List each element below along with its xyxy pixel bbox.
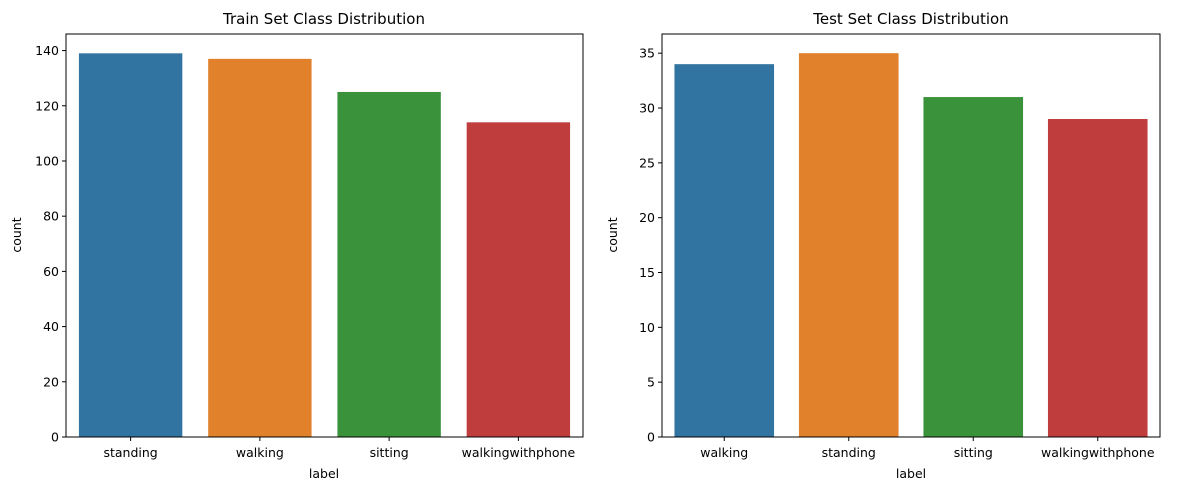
y-tick-label: 120 bbox=[35, 98, 59, 113]
bar-walking bbox=[208, 58, 312, 437]
y-tick-label: 20 bbox=[639, 210, 655, 225]
bar-walking bbox=[674, 64, 775, 437]
x-ticks: standing walking sitting walkingwithphone bbox=[103, 437, 575, 460]
y-tick-label: 80 bbox=[43, 209, 59, 224]
y-tick-label: 100 bbox=[35, 153, 59, 168]
y-tick-label: 35 bbox=[639, 46, 655, 61]
chart-title: Test Set Class Distribution bbox=[812, 10, 1008, 28]
x-ticks: walking standing sitting walkingwithphone bbox=[700, 437, 1155, 460]
y-tick-label: 0 bbox=[51, 430, 59, 445]
x-axis-label: label bbox=[896, 466, 926, 481]
y-tick-label: 30 bbox=[639, 101, 655, 116]
x-tick-label: sitting bbox=[370, 445, 409, 460]
x-tick-label: standing bbox=[822, 445, 876, 460]
chart-title: Train Set Class Distribution bbox=[222, 10, 425, 28]
y-tick-label: 60 bbox=[43, 264, 59, 279]
y-tick-label: 15 bbox=[639, 265, 655, 280]
plot-frame bbox=[661, 33, 1161, 438]
x-tick-label: walking bbox=[700, 445, 748, 460]
test-chart: Test Set Class Distribution 0 5 10 15 20 25 30… bbox=[605, 10, 1161, 481]
y-tick-label: 40 bbox=[43, 319, 59, 334]
y-tick-label: 140 bbox=[35, 43, 59, 58]
plot-frame bbox=[65, 33, 584, 438]
x-tick-label: walkingwithphone bbox=[462, 445, 576, 460]
y-ticks: 0 20 40 60 80 100 120 140 bbox=[35, 43, 66, 445]
x-tick-label: standing bbox=[103, 445, 157, 460]
y-tick-label: 5 bbox=[647, 375, 655, 390]
y-ticks: 0 5 10 15 20 25 30 35 bbox=[639, 46, 662, 445]
bar-walkingwithphone bbox=[466, 122, 571, 437]
bars bbox=[674, 53, 1148, 438]
y-tick-label: 0 bbox=[647, 430, 655, 445]
x-tick-label: walking bbox=[236, 445, 284, 460]
train-chart: Train Set Class Distribution 0 20 40 60 80 10… bbox=[9, 10, 584, 481]
x-axis-label: label bbox=[309, 466, 339, 481]
x-tick-label: sitting bbox=[954, 445, 993, 460]
bar-walkingwithphone bbox=[1047, 118, 1148, 438]
y-tick-label: 20 bbox=[43, 374, 59, 389]
bar-standing bbox=[78, 53, 183, 437]
bar-sitting bbox=[337, 91, 441, 437]
y-tick-label: 25 bbox=[639, 155, 655, 170]
x-tick-label: walkingwithphone bbox=[1041, 445, 1155, 460]
y-tick-label: 10 bbox=[639, 320, 655, 335]
bar-sitting bbox=[923, 97, 1024, 438]
y-axis-label: count bbox=[605, 217, 620, 252]
y-axis-label: count bbox=[9, 217, 24, 252]
bar-standing bbox=[798, 53, 899, 437]
bars bbox=[78, 53, 571, 437]
